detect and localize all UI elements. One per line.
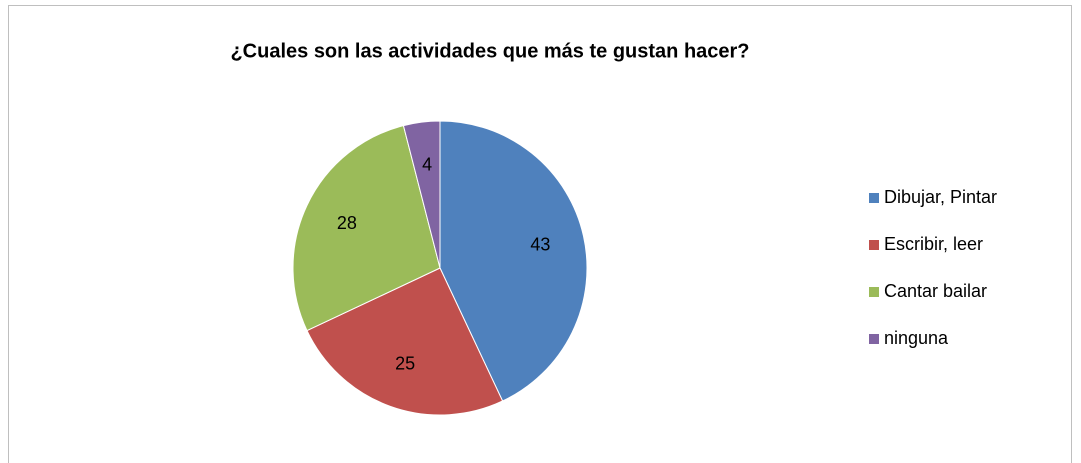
pie-slice xyxy=(439,120,588,402)
legend-swatch xyxy=(869,334,879,344)
legend-swatch xyxy=(869,240,879,250)
legend-label: Dibujar, Pintar xyxy=(884,187,997,207)
chart-title: ¿Cuales son las actividades que más te g… xyxy=(230,40,749,62)
data-label: 25 xyxy=(395,354,415,374)
data-label: 28 xyxy=(337,213,357,233)
legend-label: ninguna xyxy=(884,328,949,348)
pie-slice xyxy=(306,267,504,416)
legend-label: Escribir, leer xyxy=(884,234,983,254)
legend-swatch xyxy=(869,193,879,203)
pie-slice xyxy=(402,120,441,269)
pie-slice xyxy=(292,125,441,332)
data-label: 4 xyxy=(422,155,432,175)
data-label: 43 xyxy=(530,234,550,254)
legend-label: Cantar bailar xyxy=(884,281,987,301)
legend-swatch xyxy=(869,287,879,297)
